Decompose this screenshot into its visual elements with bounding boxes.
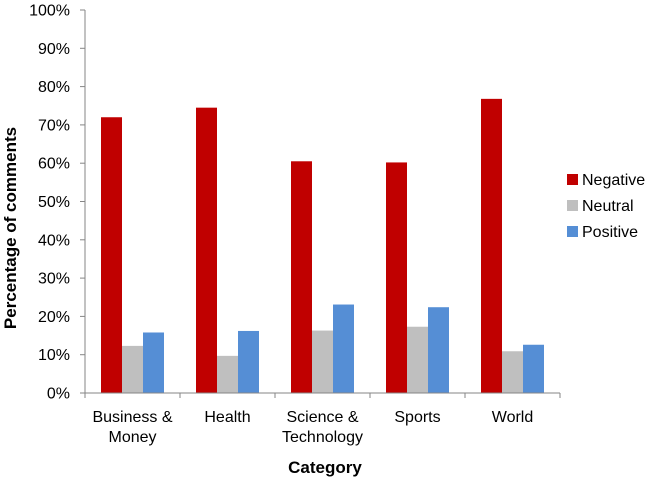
bar-negative-2 bbox=[291, 161, 312, 393]
legend-swatch-neutral bbox=[567, 200, 578, 211]
x-axis-title: Category bbox=[288, 458, 362, 477]
y-tick-label: 60% bbox=[38, 156, 70, 173]
y-tick-label: 30% bbox=[38, 271, 70, 288]
y-tick-label: 10% bbox=[38, 347, 70, 364]
bar-neutral-4 bbox=[502, 351, 523, 393]
y-tick-label: 40% bbox=[38, 232, 70, 249]
axes-layer: 0% 10% 20% 30% 40% 50% 60% 70% 80% 90% 100% Busines… bbox=[29, 3, 561, 446]
y-tick-label: 20% bbox=[38, 309, 70, 326]
bar-negative-0 bbox=[101, 117, 122, 394]
x-category-label: Health bbox=[204, 409, 250, 426]
legend-swatch-positive bbox=[567, 226, 578, 237]
bar-positive-2 bbox=[333, 304, 354, 393]
x-category-label: Science & Technology bbox=[282, 409, 363, 446]
bar-neutral-2 bbox=[312, 330, 333, 393]
legend: Negative Neutral Positive bbox=[567, 172, 645, 241]
x-category-label: Sports bbox=[394, 409, 440, 426]
bar-neutral-3 bbox=[407, 326, 428, 393]
legend-label-neutral: Neutral bbox=[582, 198, 634, 215]
bars-layer bbox=[101, 98, 544, 394]
y-tick-label: 80% bbox=[38, 79, 70, 96]
bar-negative-1 bbox=[196, 107, 217, 393]
y-tick-label: 50% bbox=[38, 194, 70, 211]
bar-neutral-0 bbox=[122, 345, 143, 393]
bar-positive-1 bbox=[238, 330, 259, 393]
bar-negative-3 bbox=[386, 162, 407, 393]
bar-positive-3 bbox=[428, 307, 449, 393]
y-tick-label: 70% bbox=[38, 117, 70, 134]
bar-positive-0 bbox=[143, 332, 164, 393]
y-tick-label: 90% bbox=[38, 41, 70, 58]
bar-neutral-1 bbox=[217, 355, 238, 393]
x-category-label: Business & Money bbox=[92, 409, 172, 446]
x-category-label: World bbox=[492, 409, 534, 426]
legend-label-positive: Positive bbox=[582, 224, 638, 241]
legend-label-negative: Negative bbox=[582, 172, 645, 189]
y-tick-label: 0% bbox=[47, 386, 70, 403]
y-axis-title: Percentage of comments bbox=[1, 127, 20, 329]
bar-positive-4 bbox=[523, 344, 544, 393]
legend-swatch-negative bbox=[567, 174, 578, 185]
bar-negative-4 bbox=[481, 98, 502, 393]
y-tick-label: 100% bbox=[29, 3, 70, 20]
